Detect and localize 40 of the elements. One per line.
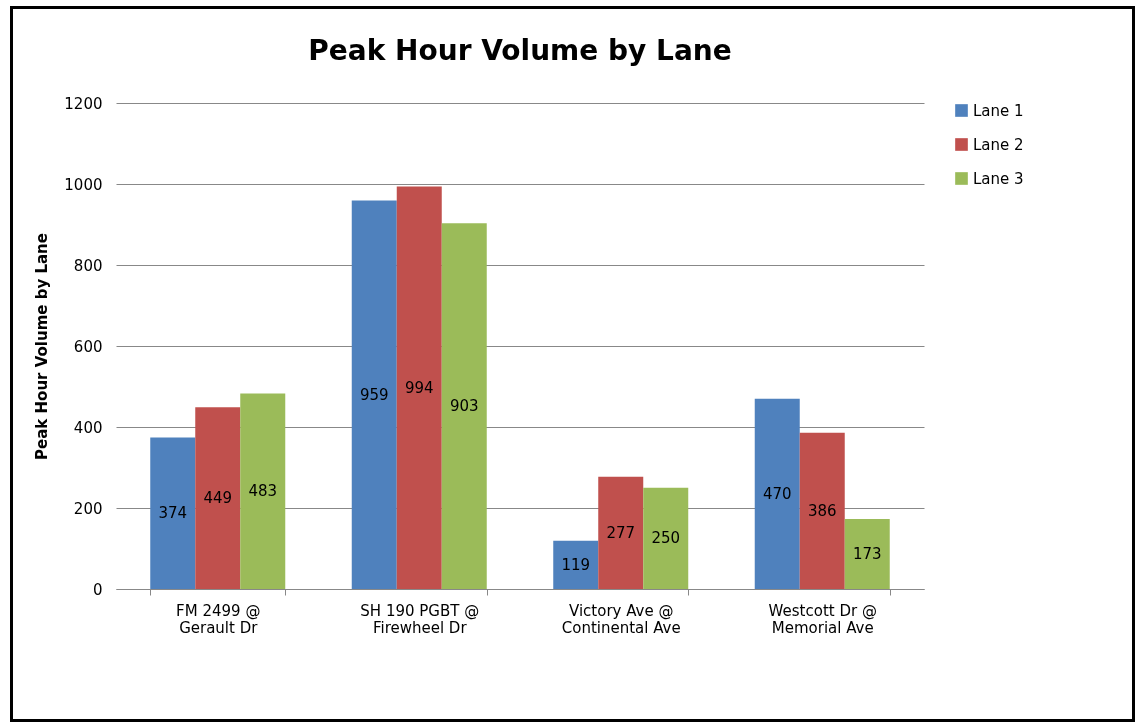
legend-label: Lane 3 bbox=[973, 169, 1024, 188]
y-tick-label: 1200 bbox=[64, 94, 103, 113]
bar bbox=[351, 200, 397, 589]
bar bbox=[754, 398, 800, 589]
data-label: 277 bbox=[606, 523, 636, 542]
bar bbox=[240, 393, 286, 589]
bar bbox=[799, 432, 845, 589]
chart-title: Peak Hour Volume by Lane bbox=[308, 34, 732, 67]
bar bbox=[844, 518, 890, 589]
data-label: 470 bbox=[762, 484, 792, 503]
x-tick-label: Victory Ave @ Continental Ave bbox=[561, 601, 681, 637]
bar bbox=[441, 223, 487, 589]
legend-label: Lane 1 bbox=[973, 101, 1024, 120]
data-label: 374 bbox=[158, 504, 188, 523]
data-label: 386 bbox=[807, 501, 837, 520]
bar bbox=[396, 186, 442, 589]
data-label: 119 bbox=[561, 555, 591, 574]
y-tick-label: 200 bbox=[73, 499, 103, 518]
x-tick-label: Westcott Dr @ Memorial Ave bbox=[768, 601, 877, 637]
x-tick-label: SH 190 PGBT @ Firewheel Dr bbox=[360, 601, 480, 637]
y-axis-title: Peak Hour Volume by Lane bbox=[33, 233, 52, 460]
y-tick-label: 1000 bbox=[64, 175, 103, 194]
bar bbox=[195, 407, 241, 589]
bar bbox=[598, 476, 644, 589]
y-tick-label: 800 bbox=[73, 256, 103, 275]
x-tick-label: FM 2499 @ Gerault Dr bbox=[176, 601, 261, 637]
bar bbox=[553, 540, 599, 589]
data-label: 250 bbox=[651, 529, 681, 548]
data-label: 449 bbox=[203, 489, 233, 508]
data-label: 483 bbox=[248, 482, 278, 501]
data-label: 959 bbox=[359, 385, 389, 404]
legend-label: Lane 2 bbox=[973, 135, 1024, 154]
bar bbox=[643, 487, 689, 589]
data-label: 994 bbox=[404, 378, 434, 397]
y-tick-label: 400 bbox=[73, 418, 103, 437]
data-label: 173 bbox=[852, 544, 882, 563]
bar bbox=[150, 437, 196, 589]
y-tick-label: 0 bbox=[92, 580, 103, 599]
y-tick-label: 600 bbox=[73, 337, 103, 356]
data-label: 903 bbox=[449, 397, 479, 416]
